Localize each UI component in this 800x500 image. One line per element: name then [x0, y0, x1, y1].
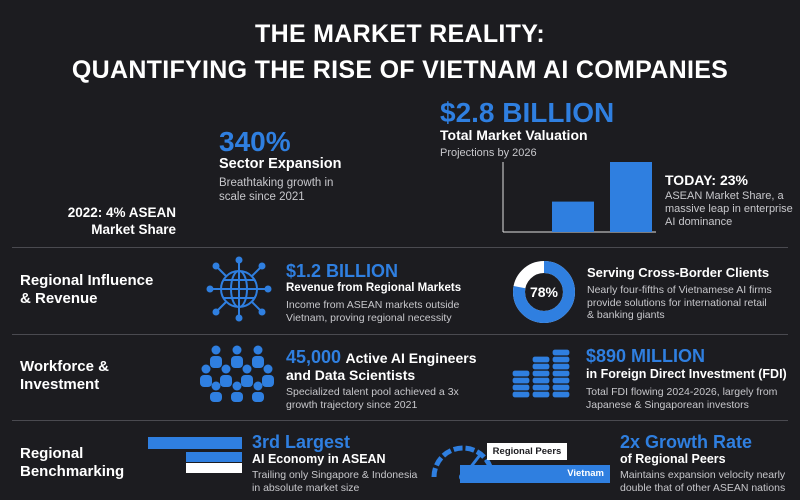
valuation-desc: Projections by 2026	[440, 147, 537, 159]
divider	[12, 334, 788, 335]
valuation-figure: $2.8 BILLION	[440, 97, 615, 128]
engineers-head-line2: and Data Scientists	[286, 367, 416, 383]
growth-rate-head: of Regional Peers	[620, 452, 726, 466]
today-share-desc: ASEAN Market Share, a massive leap in en…	[665, 190, 793, 228]
fdi-desc: Total FDI flowing 2024-2026, largely fro…	[586, 386, 778, 411]
today-share-label: TODAY: 23%	[665, 172, 748, 188]
globe-network-icon	[206, 256, 272, 322]
market-share-chart	[502, 162, 656, 233]
bar-today	[610, 162, 652, 232]
engineers-desc: Specialized talent pool achieved a 3x gr…	[286, 386, 459, 411]
expansion-desc: Breathtaking growth in scale since 2021	[219, 177, 334, 203]
ranking-desc: Trailing only Singapore & Indonesia in a…	[252, 469, 418, 494]
peers-bar: Regional Peers	[487, 443, 567, 460]
divider	[12, 420, 788, 421]
row-label-benchmarking: Regional Benchmarking	[20, 445, 125, 480]
vietnam-bar: Vietnam	[460, 465, 610, 483]
row-label-workforce: Workforce & Investment	[20, 358, 109, 393]
fdi-head: in Foreign Direct Investment (FDI)	[586, 367, 787, 381]
fdi-figure: $890 MILLION	[586, 346, 706, 366]
donut-arc	[513, 261, 575, 323]
engineers-headline: 45,000 Active AI Engineers	[286, 347, 477, 368]
workforce-people-icon	[200, 345, 274, 402]
ranking-bars-icon	[148, 437, 242, 473]
donut-label: 78%	[530, 284, 559, 300]
cross-border-desc: Nearly four-fifths of Vietnamese AI firm…	[587, 284, 772, 321]
divider	[12, 247, 788, 248]
ranking-head: AI Economy in ASEAN	[252, 452, 386, 466]
valuation-label: Total Market Valuation	[440, 127, 588, 143]
cross-border-head: Serving Cross-Border Clients	[587, 265, 770, 280]
page-title-line2: QUANTIFYING THE RISE OF VIETNAM AI COMPA…	[71, 56, 729, 84]
engineers-head: Active AI Engineers	[345, 350, 477, 366]
row-label-regional-influence: Regional Influence & Revenue	[20, 272, 154, 307]
vietnam-label: Vietnam	[567, 468, 604, 479]
ranking-figure: 3rd Largest	[252, 432, 351, 452]
cross-border-donut-chart: 78%	[513, 261, 575, 323]
peers-label: Regional Peers	[492, 446, 562, 457]
baseline-share: 2022: 4% ASEAN Market Share	[67, 205, 176, 237]
page-title-line1: THE MARKET REALITY:	[255, 20, 545, 48]
growth-rate-figure: 2x Growth Rate	[620, 432, 753, 452]
expansion-label: Sector Expansion	[219, 156, 342, 172]
regional-revenue-head: Revenue from Regional Markets	[286, 282, 462, 294]
regional-revenue-desc: Income from ASEAN markets outside Vietna…	[286, 299, 460, 324]
coin-stacks-icon	[511, 348, 571, 399]
engineers-figure: 45,000	[286, 347, 342, 367]
regional-revenue-figure: $1.2 BILLION	[286, 261, 399, 281]
growth-rate-desc: Maintains expansion velocity nearly doub…	[620, 469, 786, 494]
bar-2022	[552, 201, 594, 232]
expansion-figure: 340%	[219, 126, 291, 157]
